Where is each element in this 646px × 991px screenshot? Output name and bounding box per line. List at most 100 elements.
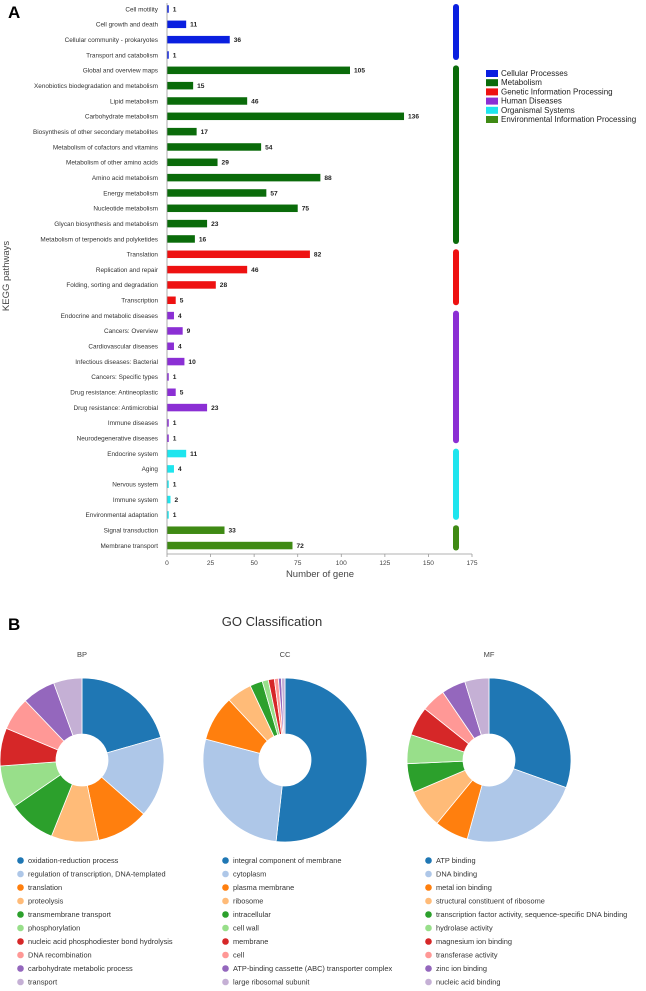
kegg-legend-swatch <box>486 88 498 96</box>
go-legend-label: DNA binding <box>436 870 477 879</box>
kegg-value-label: 5 <box>180 390 184 397</box>
kegg-bar <box>167 526 225 534</box>
go-legend-label: large ribosomal subunit <box>233 978 309 987</box>
kegg-bar <box>167 189 267 197</box>
go-legend-label: translation <box>28 883 62 892</box>
kegg-value-label: 36 <box>234 37 242 44</box>
go-legend-marker <box>425 911 432 918</box>
kegg-category-label: Metabolism of terpenoids and polyketides <box>40 236 158 243</box>
go-pie-slice <box>464 677 490 736</box>
kegg-bar <box>167 281 216 289</box>
kegg-category-label: Global and overview maps <box>83 68 158 75</box>
go-legend-marker <box>222 911 229 918</box>
go-legend-marker <box>425 857 432 864</box>
go-legend-label: transferase activity <box>436 951 498 960</box>
go-legend-marker <box>222 870 229 878</box>
kegg-x-axis-title: Number of gene <box>286 569 354 580</box>
kegg-category-label: Endocrine and metabolic diseases <box>61 313 158 320</box>
kegg-bar <box>167 5 169 13</box>
kegg-x-tick-label: 100 <box>336 560 347 567</box>
kegg-category-label: Translation <box>127 252 159 259</box>
kegg-bar <box>167 373 169 381</box>
go-legend-label: plasma membrane <box>233 883 294 892</box>
kegg-bar <box>167 265 248 274</box>
kegg-legend-label: Genetic Information Processing <box>501 87 613 96</box>
go-legend-marker <box>222 938 229 945</box>
kegg-bar <box>167 51 169 59</box>
kegg-value-label: 11 <box>190 451 197 458</box>
kegg-value-label: 28 <box>220 282 228 289</box>
panel-a-letter: A <box>8 3 20 22</box>
kegg-bar <box>167 403 208 412</box>
kegg-value-label: 57 <box>270 190 278 197</box>
kegg-y-axis-title: KEGG pathways <box>1 241 12 311</box>
kegg-value-label: 136 <box>408 114 419 121</box>
kegg-category-label: Infectious diseases: Bacterial <box>75 359 158 366</box>
kegg-value-label: 11 <box>190 22 197 29</box>
kegg-legend-swatch <box>486 97 498 105</box>
go-legend-label: proteolysis <box>28 897 64 906</box>
kegg-category-label: Metabolism of cofactors and vitamins <box>53 144 158 151</box>
kegg-value-label: 4 <box>178 466 182 473</box>
kegg-category-label: Membrane transport <box>100 543 158 550</box>
go-legend-marker <box>222 978 229 986</box>
go-legend-marker <box>222 924 229 932</box>
kegg-value-label: 29 <box>222 160 230 167</box>
go-legend-marker <box>17 911 24 918</box>
kegg-bar <box>167 434 169 442</box>
go-pie-title: CC <box>280 650 291 659</box>
go-legend-marker <box>425 884 432 891</box>
go-legend-label: cell wall <box>233 924 259 933</box>
kegg-category-label: Lipid metabolism <box>110 98 158 105</box>
go-legend-label: intracellular <box>233 910 271 919</box>
go-legend-marker <box>222 884 229 891</box>
kegg-bar <box>167 219 208 228</box>
kegg-bar <box>167 511 169 519</box>
kegg-bar <box>167 449 187 458</box>
kegg-x-tick-label: 50 <box>250 560 258 567</box>
kegg-bar <box>167 250 310 259</box>
kegg-value-label: 15 <box>197 83 205 90</box>
kegg-legend-label: Organismal Systems <box>501 106 575 115</box>
kegg-value-label: 46 <box>251 98 259 105</box>
go-legend-label: DNA recombination <box>28 951 92 960</box>
go-pie-slice <box>280 677 286 735</box>
kegg-bar <box>167 357 185 366</box>
kegg-value-label: 72 <box>296 543 304 550</box>
kegg-bar <box>167 35 230 44</box>
kegg-bar <box>167 112 405 121</box>
kegg-bar <box>167 204 298 213</box>
kegg-category-label: Environmental adaptation <box>86 512 159 519</box>
kegg-bar <box>167 173 321 182</box>
kegg-bar <box>167 296 176 305</box>
kegg-category-label: Metabolism of other amino acids <box>66 160 158 167</box>
kegg-category-label: Xenobiotics biodegradation and metabolis… <box>34 83 158 90</box>
go-legend-marker <box>425 978 432 986</box>
go-legend-label: nucleic acid phosphodiester bond hydroly… <box>28 937 173 946</box>
kegg-category-label: Neurodegenerative diseases <box>77 436 158 443</box>
kegg-bar <box>167 327 183 335</box>
kegg-group-bracket <box>453 249 459 306</box>
go-legend-label: membrane <box>233 937 268 946</box>
go-pies: BP CC MF <box>0 650 572 843</box>
kegg-value-label: 1 <box>173 374 177 381</box>
go-legend-marker <box>425 938 432 945</box>
kegg-bar <box>167 541 293 550</box>
kegg-category-label: Drug resistance: Antimicrobial <box>73 405 158 412</box>
kegg-bar <box>167 158 218 167</box>
go-legend-marker <box>17 951 24 959</box>
go-legend-label: nucleic acid binding <box>436 978 501 987</box>
go-legend-marker <box>222 857 229 864</box>
kegg-value-label: 23 <box>211 221 219 228</box>
kegg-value-label: 2 <box>174 497 178 504</box>
go-legend-label: zinc ion binding <box>436 964 487 973</box>
kegg-value-label: 1 <box>173 436 177 443</box>
kegg-value-label: 4 <box>178 344 182 351</box>
kegg-bar <box>167 495 171 504</box>
go-legend-label: transmembrane transport <box>28 910 111 919</box>
kegg-category-label: Immune diseases <box>108 420 158 427</box>
kegg-x-tick-label: 0 <box>165 560 169 567</box>
go-legend-label: hydrolase activity <box>436 924 493 933</box>
